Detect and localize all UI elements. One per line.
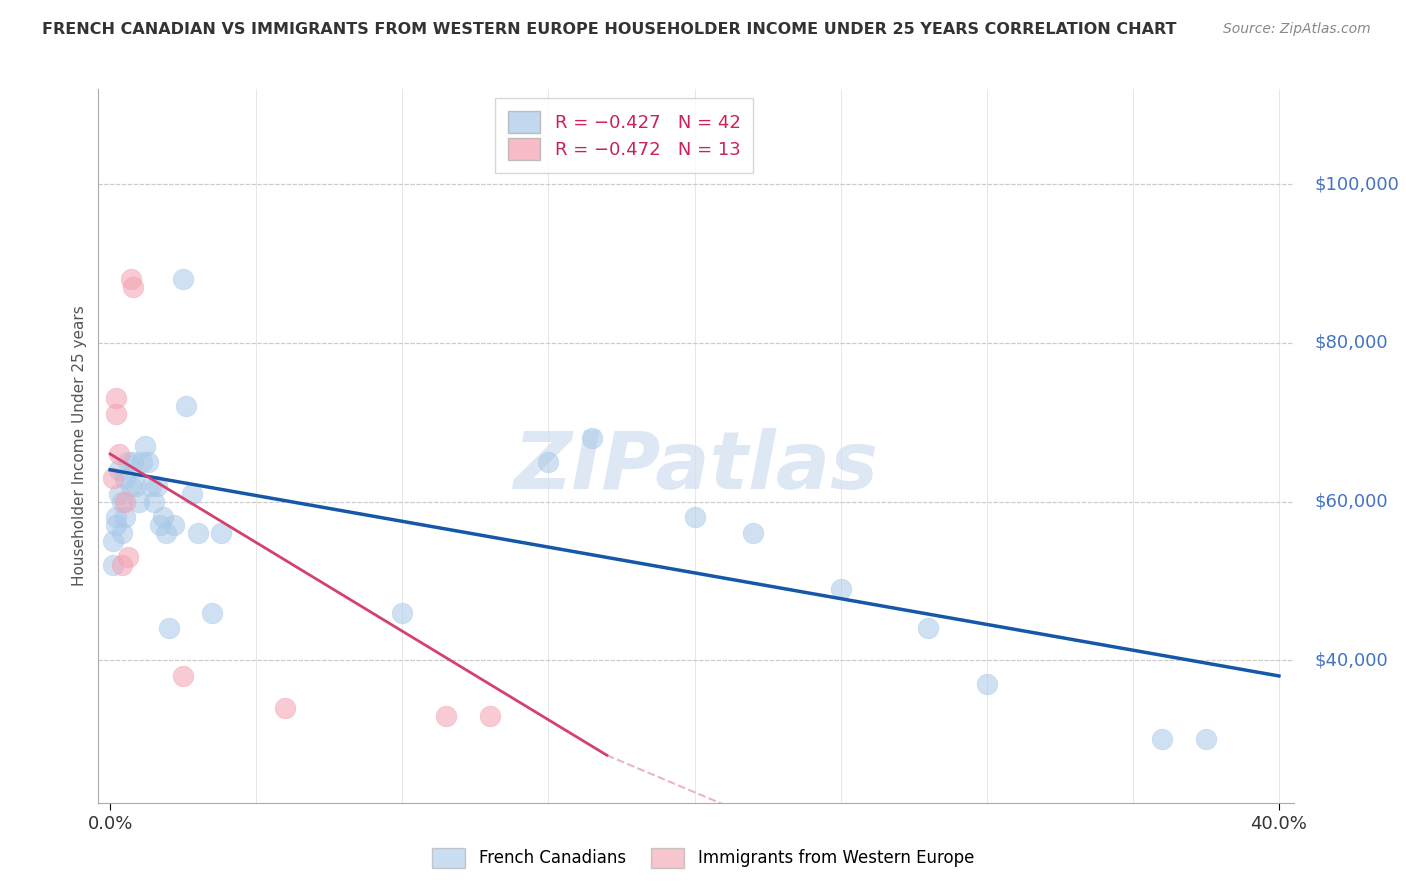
Point [104, 510, 127, 524]
Point [139, 478, 162, 492]
Point [117, 549, 139, 564]
Point [114, 471, 136, 485]
Point [163, 518, 186, 533]
Text: $40,000: $40,000 [1315, 651, 1388, 669]
Point [108, 463, 131, 477]
Point [1195, 732, 1218, 747]
Point [111, 526, 134, 541]
Point [1150, 732, 1173, 747]
Point [917, 621, 939, 635]
Point [181, 486, 204, 500]
Text: Source: ZipAtlas.com: Source: ZipAtlas.com [1223, 22, 1371, 37]
Legend: R = −0.427   N = 42, R = −0.472   N = 13: R = −0.427 N = 42, R = −0.472 N = 13 [495, 98, 754, 173]
Point [152, 510, 174, 524]
Point [101, 558, 124, 572]
Point [830, 582, 852, 596]
Point [434, 708, 457, 723]
Point [120, 272, 142, 286]
Point [136, 455, 159, 469]
Point [101, 534, 124, 549]
Point [134, 439, 156, 453]
Point [274, 700, 297, 714]
Point [174, 400, 197, 414]
Point [209, 526, 232, 541]
Point [157, 621, 180, 635]
Text: $80,000: $80,000 [1315, 334, 1388, 352]
Point [172, 669, 194, 683]
Text: $60,000: $60,000 [1315, 492, 1388, 510]
Point [108, 486, 131, 500]
Point [104, 392, 127, 406]
Point [146, 478, 169, 492]
Text: ZIPatlas: ZIPatlas [513, 428, 879, 507]
Point [201, 606, 224, 620]
Point [125, 478, 148, 492]
Y-axis label: Householder Income Under 25 years: Householder Income Under 25 years [72, 306, 87, 586]
Point [108, 447, 131, 461]
Point [172, 272, 194, 286]
Point [142, 494, 165, 508]
Point [114, 510, 136, 524]
Point [131, 455, 153, 469]
Point [122, 280, 145, 294]
Point [149, 518, 172, 533]
Text: FRENCH CANADIAN VS IMMIGRANTS FROM WESTERN EUROPE HOUSEHOLDER INCOME UNDER 25 YE: FRENCH CANADIAN VS IMMIGRANTS FROM WESTE… [42, 22, 1177, 37]
Point [111, 558, 134, 572]
Point [114, 494, 136, 508]
Point [104, 407, 127, 421]
Point [581, 431, 603, 445]
Point [122, 455, 145, 469]
Point [111, 494, 134, 508]
Point [104, 518, 127, 533]
Point [117, 455, 139, 469]
Point [742, 526, 765, 541]
Point [120, 478, 142, 492]
Legend: French Canadians, Immigrants from Western Europe: French Canadians, Immigrants from Wester… [426, 841, 980, 875]
Point [128, 494, 150, 508]
Point [537, 455, 560, 469]
Point [976, 677, 998, 691]
Point [478, 708, 501, 723]
Point [155, 526, 177, 541]
Point [187, 526, 209, 541]
Point [391, 606, 413, 620]
Point [683, 510, 706, 524]
Point [101, 471, 124, 485]
Text: $100,000: $100,000 [1315, 176, 1399, 194]
